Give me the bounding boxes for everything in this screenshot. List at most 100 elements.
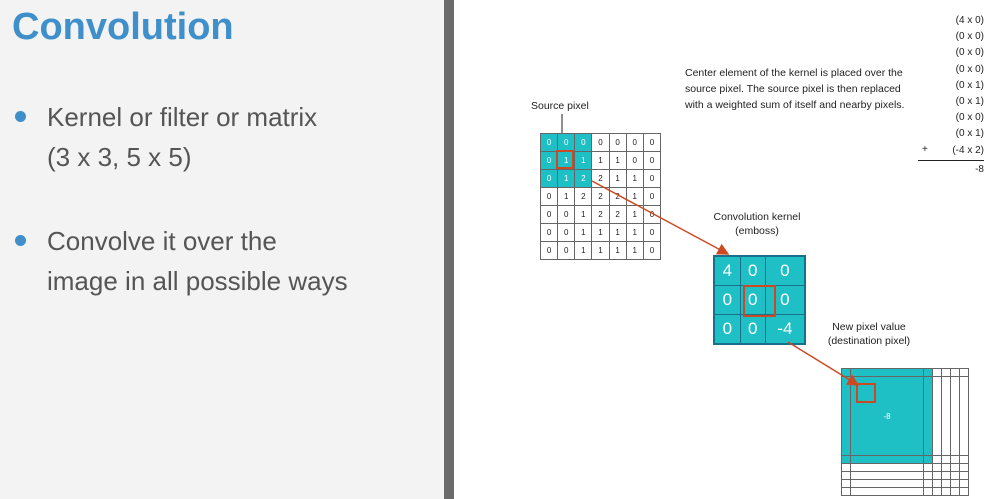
destination-cell [932, 479, 942, 489]
destination-cell [958, 368, 970, 377]
destination-cell [941, 463, 951, 473]
source-cell: 0 [557, 223, 576, 242]
source-cell: 0 [642, 169, 662, 188]
kernel-cell: 0 [739, 313, 766, 345]
bullet-dot-icon [15, 111, 26, 122]
sum-term: (0 x 0) [955, 31, 984, 43]
source-cell: 2 [574, 169, 593, 188]
kernel-cell: 0 [739, 285, 766, 315]
kernel-cell: 4 [713, 255, 741, 287]
source-pixel-label: Source pixel [531, 100, 589, 112]
destination-cell [923, 368, 934, 377]
destination-cell [949, 375, 960, 457]
source-cell: 1 [608, 241, 627, 260]
destination-cell [958, 479, 970, 489]
source-cell: 1 [608, 151, 627, 170]
kernel-cell: 0 [764, 285, 806, 315]
kernel-cell: 0 [713, 285, 741, 315]
kernel-grid: 4 0 0 0 0 0 0 0 -4 [713, 255, 806, 345]
destination-cell [841, 471, 851, 481]
destination-cell [941, 471, 951, 481]
destination-cell [958, 455, 970, 465]
source-cell: 0 [539, 151, 559, 170]
source-cell: 1 [574, 205, 593, 224]
weighted-sum-terms: (4 x 0) (0 x 0) (0 x 0) (0 x 0) (0 x 1) (0 x … [932, 13, 984, 159]
destination-cell [941, 455, 951, 465]
destination-cell [841, 463, 851, 473]
destination-cell [849, 463, 925, 473]
destination-cell [949, 455, 960, 465]
destination-cell [923, 487, 934, 496]
destination-cell [949, 368, 960, 377]
destination-cell [849, 455, 925, 465]
destination-cell [949, 487, 960, 496]
description-line3: with a weighted sum of itself and nearby… [685, 99, 905, 111]
description-line1: Center element of the kernel is placed o… [685, 67, 903, 79]
destination-cell [932, 471, 942, 481]
kernel-label-line1: Convolution kernel [713, 211, 801, 223]
bullet-2-line2: image in all possible ways [47, 266, 348, 296]
kernel-label-line2: (emboss) [735, 225, 779, 237]
source-cell: 2 [591, 205, 610, 224]
bullet-2-line1: Convolve it over the [47, 226, 277, 256]
source-cell: 0 [642, 187, 662, 206]
source-cell: 0 [574, 133, 593, 152]
destination-cell [841, 368, 851, 377]
source-cell: 0 [625, 151, 644, 170]
source-cell: 1 [557, 187, 576, 206]
destination-label-line2: (destination pixel) [827, 335, 911, 347]
source-cell: 0 [591, 133, 610, 152]
destination-cell [958, 375, 970, 457]
destination-cell [923, 471, 934, 481]
destination-cell [841, 455, 851, 465]
destination-cell [923, 479, 934, 489]
destination-cell [949, 463, 960, 473]
source-cell: 1 [625, 223, 644, 242]
source-cell: 0 [642, 241, 662, 260]
source-cell: 0 [557, 133, 576, 152]
destination-cell [849, 368, 925, 377]
source-cell: 1 [574, 241, 593, 260]
sum-term: (0 x 0) [955, 63, 984, 75]
bullet-2: Convolve it over the image in all possib… [47, 221, 348, 301]
source-cell: 0 [557, 205, 576, 224]
destination-cell [941, 487, 951, 496]
source-cell: 0 [539, 205, 559, 224]
source-cell: 1 [608, 169, 627, 188]
source-cell: 0 [642, 223, 662, 242]
source-cell: 1 [591, 223, 610, 242]
source-cell: 0 [642, 133, 662, 152]
source-cell: 0 [539, 223, 559, 242]
kernel-cell: 0 [764, 255, 806, 287]
source-cell: 1 [574, 151, 593, 170]
bullet-1: Kernel or filter or matrix (3 x 3, 5 x 5… [47, 97, 317, 177]
destination-cell [849, 471, 925, 481]
source-cell: 0 [539, 241, 559, 260]
destination-cell [949, 479, 960, 489]
kernel-cell: 0 [713, 313, 741, 345]
source-cell: 2 [591, 169, 610, 188]
destination-cell [949, 471, 960, 481]
description-text: Center element of the kernel is placed o… [685, 65, 933, 113]
sum-result: -8 [975, 164, 984, 175]
sum-term: (0 x 0) [955, 47, 984, 59]
source-cell: 0 [642, 151, 662, 170]
source-cell: 1 [557, 151, 576, 170]
source-cell: 1 [608, 223, 627, 242]
destination-cell [923, 375, 934, 457]
bullet-1-line1: Kernel or filter or matrix [47, 102, 318, 132]
kernel-cell: 0 [739, 255, 766, 287]
bullet-1-line2: (3 x 3, 5 x 5) [47, 142, 192, 172]
destination-cell [841, 487, 851, 496]
source-cell: 2 [608, 205, 627, 224]
source-cell: 1 [625, 187, 644, 206]
source-cell: 1 [591, 241, 610, 260]
destination-cell [958, 463, 970, 473]
destination-cell [932, 368, 942, 377]
source-cell: 0 [539, 169, 559, 188]
destination-cell [932, 487, 942, 496]
source-cell: 0 [625, 133, 644, 152]
destination-cell [849, 479, 925, 489]
destination-cell [923, 455, 934, 465]
